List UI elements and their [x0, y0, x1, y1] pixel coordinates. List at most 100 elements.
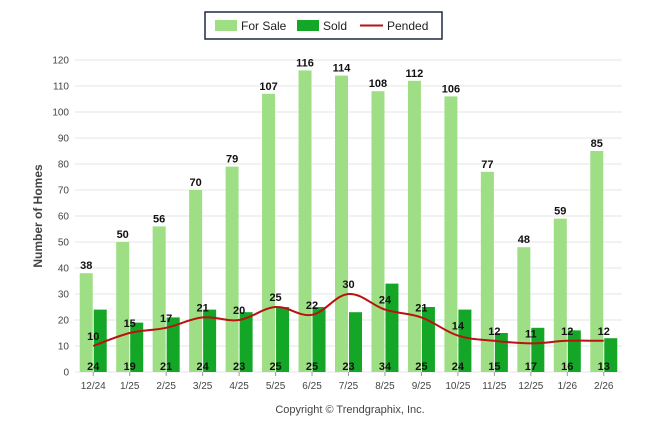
pended-series-line: [92, 292, 604, 347]
bar-for-sale: [335, 75, 348, 372]
bar-for-sale: [152, 226, 166, 372]
data-label-pended: 12: [488, 326, 500, 338]
data-label-sold: 13: [598, 361, 610, 373]
y-tick-label: 90: [58, 134, 70, 145]
data-label-for-sale: 59: [554, 206, 566, 218]
y-tick-label: 110: [53, 82, 69, 93]
data-label-pended: 15: [124, 318, 136, 330]
data-label-pended: 14: [452, 321, 465, 333]
x-tick-label: 3/25: [193, 381, 213, 392]
bar-sold: [531, 327, 545, 372]
y-axis-title: Number of Homes: [31, 164, 45, 268]
x-tick-label: 7/25: [339, 381, 359, 392]
x-tick-label: 11/25: [482, 381, 507, 392]
x-tick-label: 9/25: [412, 381, 432, 392]
bar-for-sale: [79, 273, 93, 372]
bar-for-sale: [590, 151, 604, 372]
y-tick-label: 50: [58, 238, 70, 249]
data-label-for-sale: 85: [591, 138, 603, 150]
x-tick-label: 5/25: [266, 381, 286, 392]
bar-sold: [239, 312, 253, 372]
bar-for-sale: [189, 190, 203, 372]
data-label-for-sale: 79: [226, 154, 238, 166]
x-axis-ticks: 12/24 1/25 2/25 3/25 4/25 5/25 6/25 7/25 8/25 9/2…: [81, 372, 614, 392]
data-label-sold: 24: [452, 361, 465, 373]
bar-sold: [130, 322, 144, 372]
data-label-pended: 20: [233, 305, 245, 317]
legend: For Sale Sold Pended: [204, 11, 443, 40]
bar-sold: [276, 307, 290, 372]
data-label-sold: 25: [269, 361, 281, 373]
data-label-sold: 19: [124, 361, 136, 373]
data-label-for-sale: 116: [296, 57, 314, 69]
data-label-for-sale: 50: [117, 229, 129, 241]
y-axis-ticks: 0 10 20 30 40 50 60 70 80 90 100 110 120: [52, 56, 69, 379]
data-label-for-sale: 70: [190, 177, 202, 189]
y-tick-label: 80: [58, 160, 70, 171]
legend-box: [204, 11, 443, 40]
data-label-sold: 17: [525, 361, 537, 373]
data-label-sold: 25: [306, 361, 318, 373]
y-tick-label: 10: [58, 342, 70, 353]
bar-sold: [166, 317, 180, 372]
data-label-for-sale: 112: [406, 68, 424, 80]
y-tick-label: 30: [58, 290, 70, 301]
x-tick-label: 4/25: [229, 381, 249, 392]
data-label-sold: 23: [233, 361, 245, 373]
data-label-pended: 25: [269, 292, 281, 304]
data-label-sold: 24: [87, 361, 100, 373]
data-label-for-sale: 48: [518, 234, 530, 246]
data-label-pended: 24: [379, 295, 392, 307]
legend-swatch-for-sale: [215, 20, 237, 31]
data-label-pended: 30: [342, 279, 354, 291]
data-label-sold: 34: [379, 361, 392, 373]
data-label-sold: 16: [561, 361, 573, 373]
x-tick-label: 1/26: [558, 381, 578, 392]
x-tick-label: 12/24: [81, 381, 106, 392]
bar-for-sale: [480, 171, 494, 372]
data-label-for-sale: 107: [259, 81, 277, 93]
data-label-pended: 10: [87, 331, 99, 343]
y-tick-label: 20: [58, 316, 70, 327]
bar-for-sale: [517, 247, 531, 372]
y-tick-label: 40: [58, 264, 70, 275]
x-tick-label: 8/25: [375, 381, 395, 392]
data-label-sold: 15: [488, 361, 500, 373]
x-tick-label: 12/25: [518, 381, 543, 392]
data-label-sold: 24: [197, 361, 210, 373]
data-label-pended: 12: [561, 326, 573, 338]
legend-label-sold: Sold: [323, 19, 347, 33]
data-label-for-sale: 114: [333, 63, 352, 75]
x-tick-label: 1/25: [120, 381, 140, 392]
copyright-footer: Copyright © Trendgraphix, Inc.: [275, 404, 424, 416]
data-label-pended: 22: [306, 300, 318, 312]
x-tick-label: 2/25: [156, 381, 176, 392]
bar-sold: [385, 283, 399, 372]
data-label-for-sale: 108: [369, 78, 387, 90]
data-label-for-sale: 77: [481, 159, 493, 171]
bar-for-sale: [444, 96, 458, 373]
data-label-sold: 23: [342, 361, 354, 373]
y-tick-label: 70: [58, 186, 70, 197]
data-label-for-sale: 38: [80, 260, 92, 272]
bar-sold: [312, 307, 326, 372]
bar-for-sale: [225, 166, 239, 372]
y-tick-label: 100: [52, 108, 69, 119]
bar-for-sale: [407, 80, 421, 373]
data-label-pended: 12: [598, 326, 610, 338]
x-tick-label: 2/26: [594, 381, 614, 392]
bar-for-sale: [371, 91, 385, 372]
bar-sold: [349, 312, 362, 372]
data-label-for-sale: 106: [442, 83, 460, 95]
legend-swatch-sold: [297, 20, 319, 31]
y-tick-label: 0: [63, 368, 69, 379]
data-label-pended: 21: [197, 302, 209, 314]
bar-for-sale: [553, 218, 567, 372]
bar-sold: [604, 338, 618, 372]
legend-label-for-sale: For Sale: [241, 19, 287, 33]
data-label-for-sale: 56: [153, 213, 165, 225]
data-label-pended: 11: [525, 328, 537, 340]
data-label-sold: 21: [160, 361, 172, 373]
bar-for-sale: [116, 242, 130, 372]
